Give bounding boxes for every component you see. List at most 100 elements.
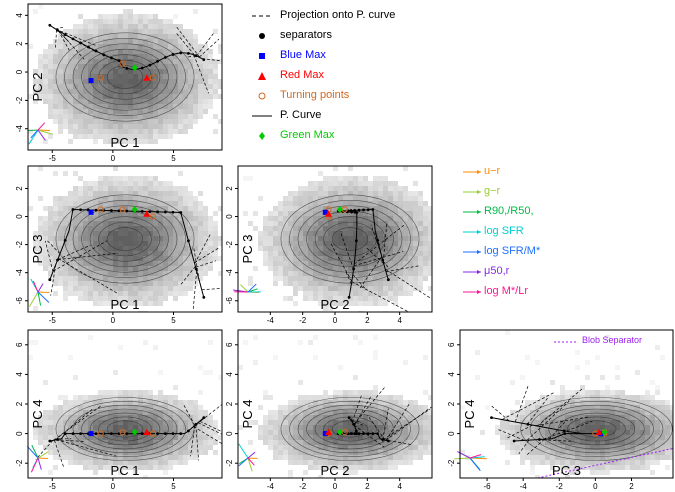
- density-cell: [540, 405, 545, 410]
- density-cell: [123, 129, 128, 134]
- vector-legend-label: u−r: [484, 165, 501, 177]
- density-cell: [408, 211, 413, 216]
- density-cell: [48, 440, 53, 445]
- density-cell: [328, 296, 333, 301]
- density-cell: [133, 261, 138, 266]
- density-cell: [183, 79, 188, 84]
- density-cell: [173, 276, 178, 281]
- density-cell: [123, 231, 128, 236]
- density-cell: [298, 405, 303, 410]
- density-cell: [403, 191, 408, 196]
- density-cell: [298, 415, 303, 420]
- density-cell: [48, 410, 53, 415]
- density-cell: [550, 465, 555, 470]
- density-cell: [343, 196, 348, 201]
- density-cell: [178, 410, 183, 415]
- density-cell: [128, 84, 133, 89]
- density-cell: [358, 410, 363, 415]
- density-cell: [303, 435, 308, 440]
- density-cell: [138, 246, 143, 251]
- density-cell: [353, 266, 358, 271]
- density-cell: [128, 390, 133, 395]
- density-cell: [655, 400, 660, 405]
- density-cell: [595, 420, 600, 425]
- density-cell: [288, 415, 293, 420]
- density-cell: [178, 74, 183, 79]
- density-cell: [103, 34, 108, 39]
- density-cell: [113, 181, 118, 186]
- density-cell: [283, 256, 288, 261]
- density-cell: [133, 39, 138, 44]
- density-cell: [183, 440, 188, 445]
- density-cell: [143, 39, 148, 44]
- density-cell: [418, 231, 423, 236]
- density-cell: [178, 114, 183, 119]
- density-cell: [108, 400, 113, 405]
- density-cell: [198, 236, 203, 241]
- density-cell: [545, 405, 550, 410]
- density-cell: [328, 211, 333, 216]
- density-cell: [123, 211, 128, 216]
- density-cell: [510, 430, 515, 435]
- density-cell: [368, 211, 373, 216]
- density-cell: [108, 191, 113, 196]
- density-cell: [625, 435, 630, 440]
- density-cell: [353, 196, 358, 201]
- density-cell: [560, 415, 565, 420]
- density-cell: [343, 186, 348, 191]
- density-cell: [188, 216, 193, 221]
- green-max-marker: [131, 206, 138, 214]
- density-cell: [68, 139, 73, 144]
- density-cell: [550, 410, 555, 415]
- separator-point: [71, 37, 75, 41]
- density-cell: [363, 440, 368, 445]
- density-cell: [398, 211, 403, 216]
- density-cell: [383, 241, 388, 246]
- density-cell: [298, 256, 303, 261]
- density-cell: [93, 186, 98, 191]
- density-cell: [313, 430, 318, 435]
- density-cell: [178, 231, 183, 236]
- density-cell: [113, 236, 118, 241]
- density-cell: [118, 465, 123, 470]
- density-cell: [328, 201, 333, 206]
- density-cell: [123, 390, 128, 395]
- density-cell: [288, 201, 293, 206]
- density-cell: [168, 261, 173, 266]
- projection-line: [201, 58, 222, 62]
- density-cell: [128, 54, 133, 59]
- density-cell: [163, 29, 168, 34]
- density-cell: [615, 445, 620, 450]
- density-cell: [163, 261, 168, 266]
- density-cell: [408, 405, 413, 410]
- density-cell: [363, 450, 368, 455]
- x-tick-label: -2: [556, 482, 564, 491]
- density-cell: [293, 236, 298, 241]
- density-cell: [83, 455, 88, 460]
- density-cell: [123, 296, 128, 301]
- density-cell: [48, 49, 53, 54]
- density-cell: [93, 191, 98, 196]
- density-cell: [293, 301, 298, 306]
- density-cell: [158, 34, 163, 39]
- density-cell: [403, 226, 408, 231]
- density-cell: [188, 450, 193, 455]
- density-cell: [158, 465, 163, 470]
- density-cell: [570, 460, 575, 465]
- density-cell: [43, 69, 48, 74]
- density-cell: [53, 49, 58, 54]
- density-cell: [108, 296, 113, 301]
- density-cell: [158, 241, 163, 246]
- density-cell: [83, 465, 88, 470]
- density-cell: [63, 94, 68, 99]
- density-cell: [173, 450, 178, 455]
- density-cell: [393, 410, 398, 415]
- density-contour: [323, 221, 377, 257]
- density-cell: [338, 231, 343, 236]
- density-cell: [118, 345, 123, 350]
- density-cell: [143, 176, 148, 181]
- density-cell: [560, 405, 565, 410]
- density-cell: [338, 191, 343, 196]
- density-cell: [98, 79, 103, 84]
- density-cell: [550, 420, 555, 425]
